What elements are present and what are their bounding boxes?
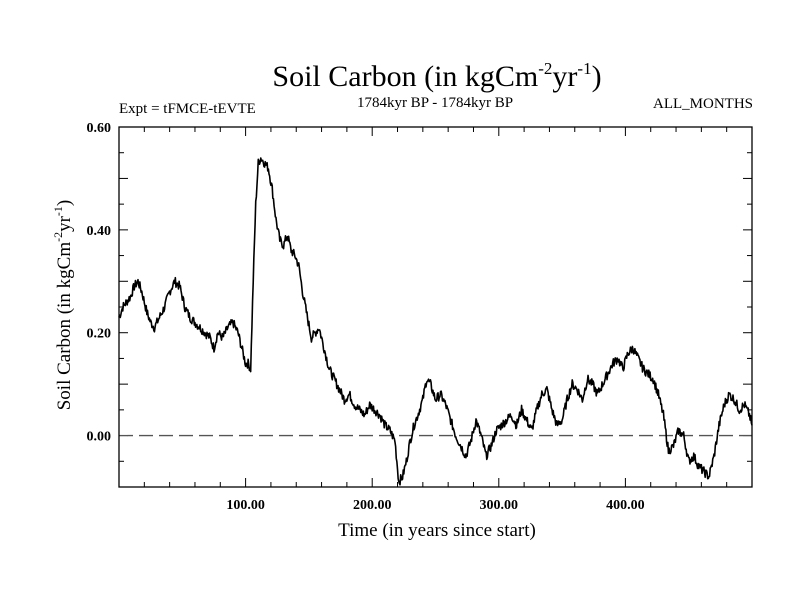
experiment-label: Expt = tFMCE-tEVTE	[119, 101, 256, 117]
x-tick-label: 100.00	[226, 498, 265, 513]
y-tick-label: 0.60	[87, 121, 112, 136]
period-label: 1784kyr BP - 1784kyr BP	[357, 95, 513, 111]
x-tick-label: 400.00	[606, 498, 645, 513]
x-tick-label: 300.00	[480, 498, 519, 513]
x-axis-label: Time (in years since start)	[338, 520, 536, 541]
y-tick-label: 0.20	[87, 327, 112, 342]
soil-carbon-series-line	[118, 157, 753, 486]
y-tick-label: 0.00	[87, 430, 112, 445]
plot-frame	[118, 126, 753, 488]
chart-title: Soil Carbon (in kgCm-2yr-1)	[272, 59, 601, 93]
months-label: ALL_MONTHS	[653, 96, 753, 112]
y-axis-label: Soil Carbon (in kgCm-2yr-1)	[51, 200, 75, 411]
y-tick-label: 0.40	[87, 224, 112, 239]
x-tick-label: 200.00	[353, 498, 392, 513]
